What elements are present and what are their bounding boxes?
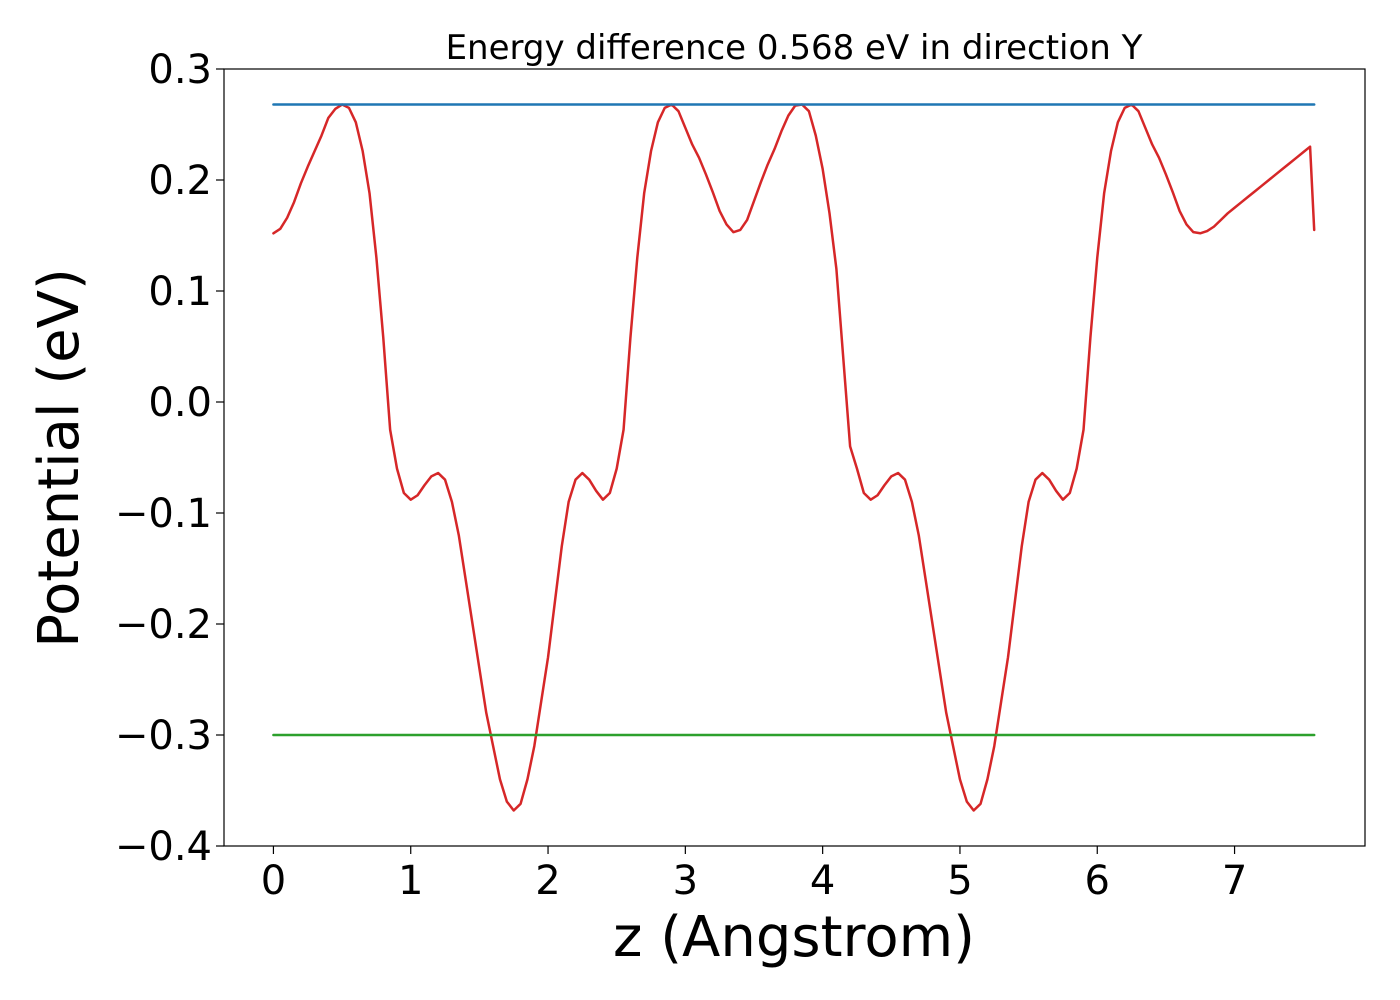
y-tick-label: 0.1 bbox=[148, 269, 212, 315]
y-tick-label: 0.3 bbox=[148, 47, 212, 93]
series-layer bbox=[272, 103, 1316, 812]
plot-area bbox=[223, 68, 1366, 847]
y-tick-label: −0.4 bbox=[115, 824, 212, 870]
chart-title: Energy difference 0.568 eV in direction … bbox=[446, 28, 1143, 68]
x-tick-label: 5 bbox=[947, 858, 972, 904]
y-axis-ticks: 0.3 0.2 0.1 0.0 −0.1 −0.2 −0.3 −0.4 bbox=[115, 47, 224, 870]
x-tick-label: 2 bbox=[535, 858, 560, 904]
x-tick-label: 6 bbox=[1085, 858, 1110, 904]
y-tick-label: 0.2 bbox=[148, 158, 212, 204]
y-tick-label: −0.3 bbox=[115, 713, 212, 759]
x-tick-label: 3 bbox=[673, 858, 698, 904]
x-axis-title: z (Angstrom) bbox=[613, 905, 975, 970]
x-tick-label: 4 bbox=[810, 858, 835, 904]
x-tick-label: 1 bbox=[398, 858, 423, 904]
y-tick-label: 0.0 bbox=[148, 380, 212, 426]
x-tick-label: 0 bbox=[261, 858, 286, 904]
y-axis-title: Potential (eV) bbox=[27, 268, 92, 648]
y-tick-label: −0.2 bbox=[115, 602, 212, 648]
x-axis-ticks: 0 1 2 3 4 5 6 7 bbox=[261, 846, 1247, 904]
x-tick-label: 7 bbox=[1222, 858, 1247, 904]
potential-curve bbox=[272, 103, 1316, 812]
y-tick-label: −0.1 bbox=[115, 491, 212, 537]
